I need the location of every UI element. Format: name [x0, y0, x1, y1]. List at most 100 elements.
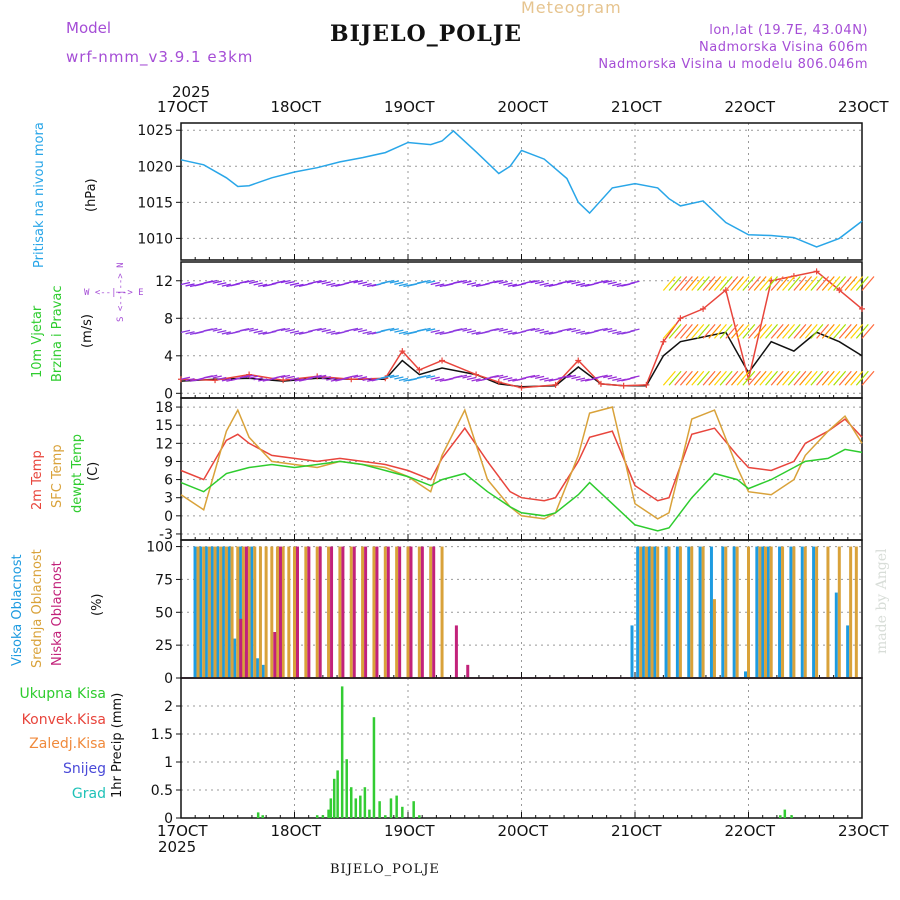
- wind-barb: [691, 276, 705, 291]
- wind-barb: [294, 331, 304, 335]
- bar-srednja: [247, 546, 251, 678]
- wind-barb: [489, 328, 499, 332]
- wind-barb: [244, 279, 254, 284]
- wind-barb: [679, 370, 693, 386]
- bar-srednja: [429, 546, 433, 678]
- y-tick-label: 12: [155, 436, 173, 452]
- gust-marker: [677, 315, 684, 322]
- gust-marker: [700, 305, 707, 312]
- footer-station: BIJELO_POLJE: [330, 862, 440, 877]
- day-label-bottom: 19OCT: [384, 822, 435, 840]
- y-tick-label: 1: [164, 755, 173, 771]
- precip-legend-total: Ukupna Kisa: [19, 686, 106, 702]
- bar-srednja: [270, 546, 274, 678]
- bar-ukupna-kisa: [315, 815, 319, 818]
- wind-barb: [366, 331, 377, 335]
- bar-ukupna-kisa: [368, 809, 371, 818]
- wind-barb: [348, 327, 359, 332]
- wind-barb: [612, 330, 622, 335]
- bar-visoka: [766, 546, 770, 678]
- y-tick-label: 25: [155, 638, 173, 654]
- wind-barb: [394, 329, 404, 333]
- bar-ukupna-kisa: [389, 798, 393, 818]
- wind-barb: [850, 276, 864, 291]
- wind-barb: [736, 276, 750, 291]
- bar-srednja: [769, 546, 773, 678]
- wind-barb: [326, 377, 336, 381]
- gust-marker: [439, 357, 446, 364]
- day-label-bottom: 17OCT: [157, 822, 208, 840]
- wind-barb: [471, 283, 481, 287]
- wind-barb: [180, 376, 191, 380]
- wind-barb: [426, 375, 436, 379]
- wind-barb: [713, 323, 727, 339]
- wind-barb: [471, 378, 481, 382]
- bar-srednja: [826, 546, 830, 678]
- wind-barb: [539, 377, 549, 381]
- wind-barb: [366, 378, 377, 382]
- wind-barb: [180, 329, 191, 333]
- gust-marker: [473, 371, 480, 378]
- wind-barb: [353, 328, 363, 332]
- wind-barb: [731, 323, 744, 339]
- bar-srednja: [338, 546, 342, 678]
- bar-srednja: [639, 546, 643, 678]
- wind-barb: [708, 370, 722, 386]
- wind-barb: [571, 375, 581, 380]
- bar-ukupna-kisa: [790, 815, 793, 818]
- day-label-top: 22OCT: [724, 98, 776, 116]
- wind-barb: [731, 370, 744, 386]
- bar-srednja: [287, 546, 291, 678]
- precip-legend-snow: Snijeg: [62, 761, 106, 777]
- wind-barb: [612, 283, 622, 287]
- day-label-bottom: 20OCT: [497, 822, 549, 840]
- wind-barb: [421, 374, 431, 378]
- wind-barb: [208, 279, 218, 284]
- wind-barb: [217, 376, 227, 381]
- wind-barb: [668, 370, 682, 386]
- wind-barb: [861, 370, 875, 386]
- bar-srednja: [349, 546, 353, 678]
- wind-barb: [253, 330, 263, 334]
- wind-barb: [748, 370, 761, 386]
- wind-barb: [466, 282, 477, 286]
- wind-barb: [607, 329, 617, 333]
- wind-barb: [759, 370, 773, 386]
- wind-barb: [630, 375, 640, 379]
- bar-ukupna-kisa: [327, 809, 330, 818]
- wind-barb: [776, 323, 790, 339]
- bar-srednja: [781, 546, 785, 678]
- wind-barb: [799, 276, 813, 291]
- bar-niska: [352, 546, 356, 678]
- wind-barb: [833, 276, 847, 291]
- wind-barb: [607, 376, 617, 380]
- wind-barb: [462, 328, 472, 332]
- wind-barb: [280, 279, 291, 284]
- gust-marker: [660, 338, 667, 345]
- wind-barb: [503, 282, 513, 286]
- bar-visoka: [761, 546, 765, 678]
- wind-barb: [753, 370, 767, 386]
- wind-barb: [770, 323, 784, 339]
- gust-marker: [575, 357, 582, 364]
- gust-marker: [518, 384, 525, 391]
- wind-barb: [248, 375, 259, 379]
- wind-barb: [353, 280, 363, 284]
- bar-niska: [364, 546, 368, 678]
- wind-barb: [385, 374, 395, 378]
- wind-barb: [799, 323, 813, 339]
- wind-barb: [534, 281, 545, 285]
- wind-barb: [776, 276, 790, 291]
- day-label-bottom: 21OCT: [611, 822, 662, 840]
- bar-ukupna-kisa: [395, 795, 398, 818]
- wind-barb: [685, 323, 699, 339]
- wind-barb: [462, 280, 472, 284]
- wind-barb: [366, 283, 377, 288]
- day-label-bottom: 18OCT: [270, 822, 322, 840]
- wind-barb: [430, 281, 440, 286]
- wind-barb: [239, 374, 250, 379]
- bar-srednja: [792, 546, 796, 678]
- wind-barb: [782, 370, 796, 386]
- wind-barb: [294, 378, 304, 382]
- bar-srednja: [281, 546, 285, 678]
